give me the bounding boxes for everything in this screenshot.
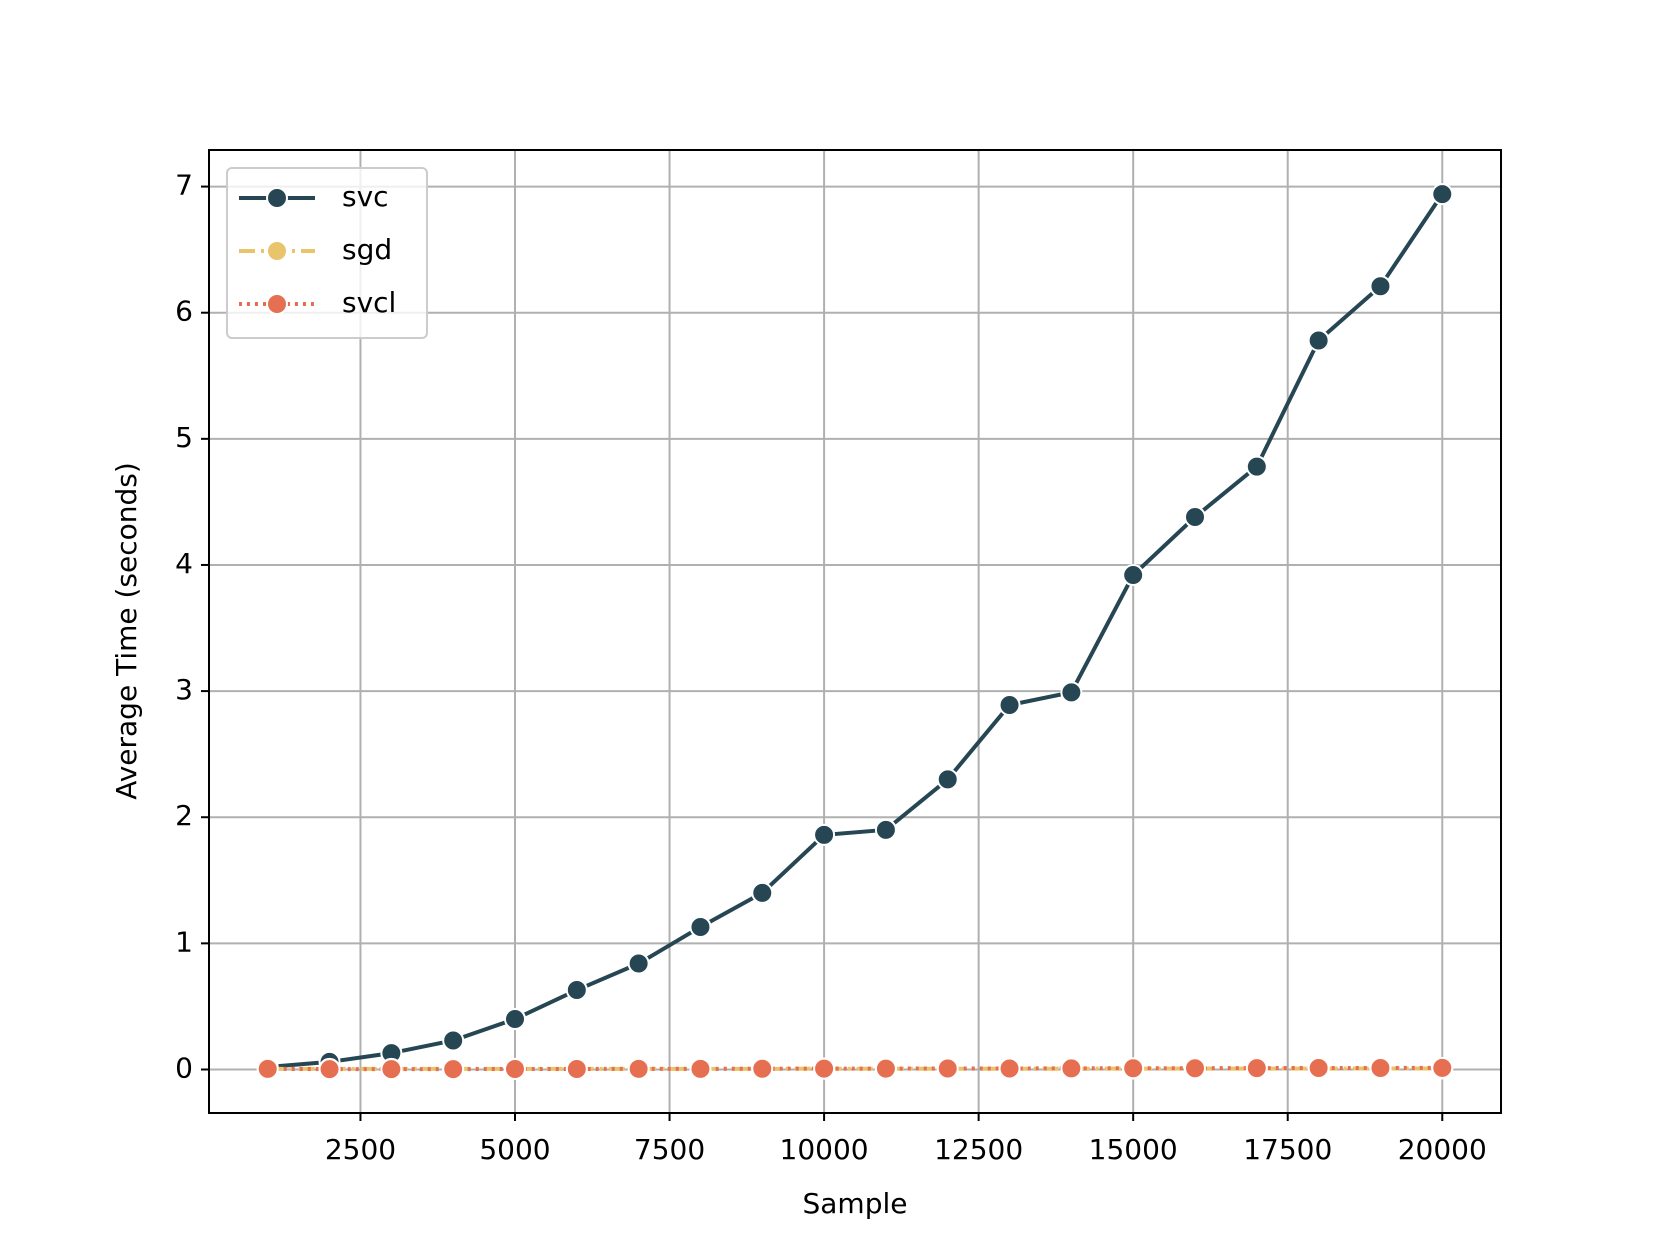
point [1307, 329, 1330, 352]
x-tick-label: 10000 [780, 1133, 869, 1166]
point [1184, 1057, 1206, 1080]
x-tick-label: 7500 [634, 1133, 705, 1166]
x-tick-label: 5000 [479, 1133, 550, 1166]
point [874, 818, 897, 841]
y-tick-label: 4 [175, 547, 193, 580]
point [998, 693, 1021, 716]
y-tick-label: 7 [175, 169, 193, 202]
point [998, 1057, 1021, 1080]
point [936, 768, 959, 791]
legend-label: sgd [342, 233, 392, 266]
point [565, 1057, 588, 1080]
point [936, 1057, 959, 1080]
point [1369, 275, 1392, 298]
y-tick-label: 6 [175, 295, 193, 328]
point [442, 1029, 465, 1052]
point [751, 1057, 774, 1080]
x-tick-label: 20000 [1398, 1133, 1487, 1166]
x-tick-label: 15000 [1089, 1133, 1178, 1166]
point [1060, 1057, 1083, 1080]
series-line [267, 193, 1444, 1069]
x-axis-label: Sample [803, 1187, 908, 1220]
y-tick-label: 2 [175, 799, 193, 832]
plot-frame [208, 149, 1502, 1114]
point [689, 1057, 712, 1080]
y-tick-label: 5 [175, 421, 193, 454]
point [504, 1008, 526, 1031]
y-axis-label: Average Time (seconds) [110, 462, 143, 800]
point [565, 979, 588, 1002]
point [1431, 1056, 1454, 1079]
legend: svc sgd svcl [226, 167, 428, 339]
point [1122, 1057, 1145, 1080]
point [504, 1057, 526, 1080]
point [1245, 455, 1268, 478]
legend-marker [266, 187, 288, 209]
point [1184, 506, 1206, 529]
point [874, 1057, 897, 1080]
point [813, 1057, 836, 1080]
y-tick-label: 3 [175, 673, 193, 706]
point [627, 1057, 650, 1080]
point [318, 1058, 341, 1081]
y-tick-label: 0 [175, 1051, 193, 1084]
legend-marker [266, 240, 288, 262]
point [627, 952, 650, 975]
y-tick-label: 1 [175, 925, 193, 958]
point [813, 823, 836, 846]
legend-label: svcl [342, 286, 396, 319]
x-tick-label: 12500 [934, 1133, 1023, 1166]
point [1060, 681, 1083, 704]
point [751, 881, 774, 904]
point [380, 1058, 403, 1081]
point [1431, 183, 1454, 206]
x-tick-label: 17500 [1243, 1133, 1332, 1166]
point [1307, 1056, 1330, 1079]
point [689, 915, 712, 938]
legend-label: svc [342, 180, 389, 213]
legend-marker [266, 293, 288, 315]
point [442, 1058, 465, 1081]
legend-frame [226, 167, 428, 339]
x-tick-label: 2500 [325, 1133, 396, 1166]
point [256, 1057, 279, 1080]
point [1245, 1057, 1268, 1080]
point [1122, 564, 1145, 587]
point [1369, 1056, 1392, 1079]
